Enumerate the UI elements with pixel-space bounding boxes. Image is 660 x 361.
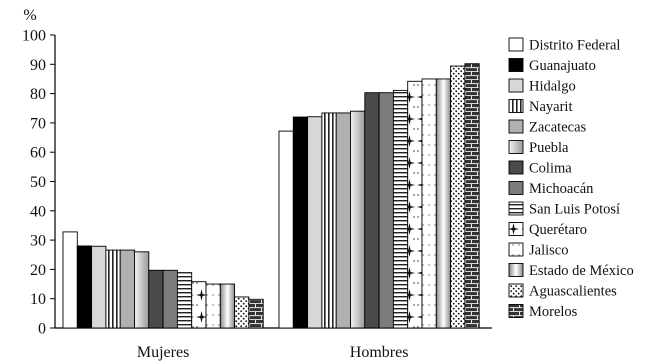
legend-label: San Luis Potosí <box>529 202 620 218</box>
y-tick-label: 30 <box>30 233 46 250</box>
bar <box>307 116 323 329</box>
bar <box>176 272 193 329</box>
bar <box>450 65 466 329</box>
legend-label: Distrito Federal <box>529 38 620 54</box>
bar <box>105 249 121 329</box>
legend-swatch <box>508 160 524 175</box>
legend-swatch <box>508 140 524 154</box>
bar <box>435 78 452 329</box>
legend-swatch <box>508 283 524 298</box>
legend-label: Guanajuato <box>529 58 596 74</box>
y-tick-label: 50 <box>30 174 46 191</box>
legend-swatch <box>508 201 524 216</box>
legend-swatch <box>508 99 524 113</box>
bar <box>292 116 309 329</box>
y-tick-label: 70 <box>30 115 46 132</box>
bar <box>234 296 250 329</box>
legend-swatch <box>508 304 524 318</box>
bar <box>148 269 164 329</box>
y-tick-label: 60 <box>30 145 46 162</box>
bar <box>219 283 236 329</box>
y-tick-label: 40 <box>30 203 46 220</box>
legend-swatch <box>508 222 524 236</box>
bars <box>62 63 480 329</box>
legend-label: Querétaro <box>529 222 587 238</box>
y-axis-label: % <box>23 7 36 24</box>
bar <box>350 110 366 329</box>
y-axis-ticks: 0 10 20 30 40 50 60 70 80 90 100 <box>22 28 55 338</box>
legend-label: Michoacán <box>529 181 594 197</box>
bar <box>407 80 423 329</box>
bar <box>278 130 294 329</box>
legend-label: Morelos <box>529 304 578 320</box>
bar <box>321 112 337 329</box>
x-category-label: Hombres <box>350 344 409 361</box>
bar <box>364 92 380 329</box>
legend-swatch <box>508 263 524 277</box>
bar <box>248 298 264 329</box>
legend: Distrito Federal Guanajuato Hidalgo Nayarit… <box>508 37 634 320</box>
legend-label: Estado de México <box>529 263 634 279</box>
bar <box>62 231 78 329</box>
bar <box>162 269 178 329</box>
bar <box>91 245 107 329</box>
legend-label: Hidalgo <box>529 79 576 95</box>
y-tick-label: 80 <box>30 86 46 103</box>
legend-swatch <box>508 181 524 195</box>
legend-swatch <box>508 37 524 52</box>
bar <box>464 63 480 329</box>
bar <box>335 112 351 329</box>
bar <box>191 281 207 329</box>
bar <box>205 283 221 329</box>
y-tick-label: 90 <box>30 57 46 74</box>
legend-label: Jalisco <box>529 243 568 259</box>
y-tick-label: 20 <box>30 262 46 279</box>
legend-swatch <box>508 242 524 257</box>
legend-label: Colima <box>529 161 572 177</box>
bar <box>421 78 437 329</box>
bar <box>119 249 135 329</box>
legend-swatch <box>508 58 524 72</box>
y-tick-label: 10 <box>30 291 46 308</box>
legend-swatch <box>508 119 524 134</box>
legend-swatch <box>508 78 524 93</box>
legend-label: Nayarit <box>529 99 572 115</box>
bar <box>76 245 93 329</box>
y-tick-label: 100 <box>22 28 46 45</box>
bar <box>134 251 150 329</box>
y-tick-label: 0 <box>38 321 46 338</box>
legend-label: Puebla <box>529 140 569 156</box>
x-category-label: Mujeres <box>137 344 189 361</box>
x-axis-categories: Mujeres Hombres <box>137 344 409 361</box>
bar <box>392 89 409 329</box>
legend-label: Zacatecas <box>529 120 587 136</box>
bar <box>378 92 394 329</box>
legend-label: Aguascalientes <box>529 284 617 300</box>
